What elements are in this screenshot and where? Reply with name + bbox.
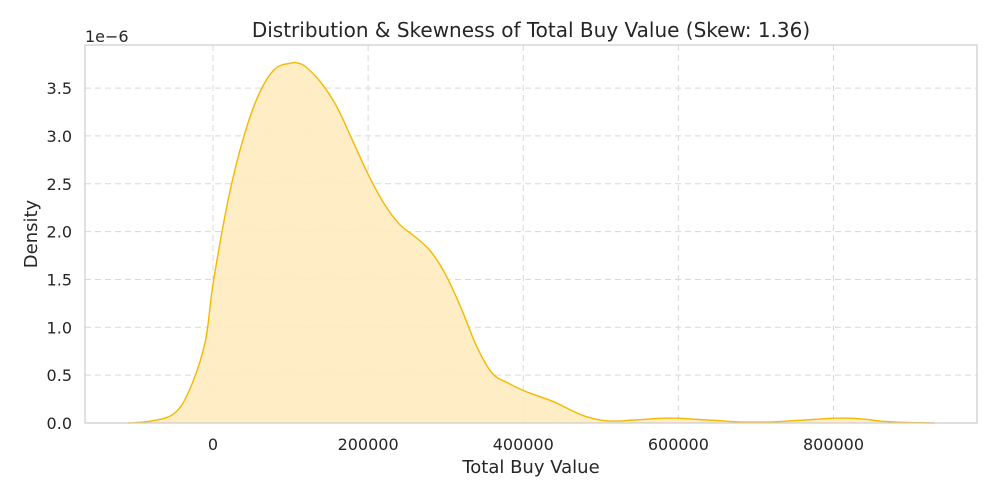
x-tick-label: 600000 [648, 435, 709, 454]
x-tick-label: 200000 [338, 435, 399, 454]
y-tick-label: 0.5 [47, 366, 72, 385]
x-axis-label: Total Buy Value [461, 457, 599, 478]
y-tick-label: 1.0 [47, 318, 72, 337]
tick-labels: 0 200000 400000 600000 800000 0.0 0.5 1.0 1.5 2.0… [47, 79, 864, 454]
x-tick-label: 800000 [803, 435, 864, 454]
y-tick-label: 1.5 [47, 270, 72, 289]
x-tick-label: 400000 [493, 435, 554, 454]
density-line [127, 61, 935, 424]
y-tick-label: 3.5 [47, 79, 72, 98]
plot-frame [84, 44, 978, 424]
x-tick-label: 0 [208, 435, 218, 454]
y-tick-label: 2.5 [47, 175, 72, 194]
y-tick-label: 2.0 [47, 223, 72, 242]
density-fill [127, 62, 935, 423]
y-axis-label: Density [21, 199, 42, 268]
chart-title: Distribution & Skewness of Total Buy Val… [252, 18, 810, 42]
y-tick-label: 0.0 [47, 414, 72, 433]
y-offset-label: 1e−6 [85, 27, 129, 46]
density-area-layer [127, 61, 935, 424]
y-tick-label: 3.0 [47, 127, 72, 146]
